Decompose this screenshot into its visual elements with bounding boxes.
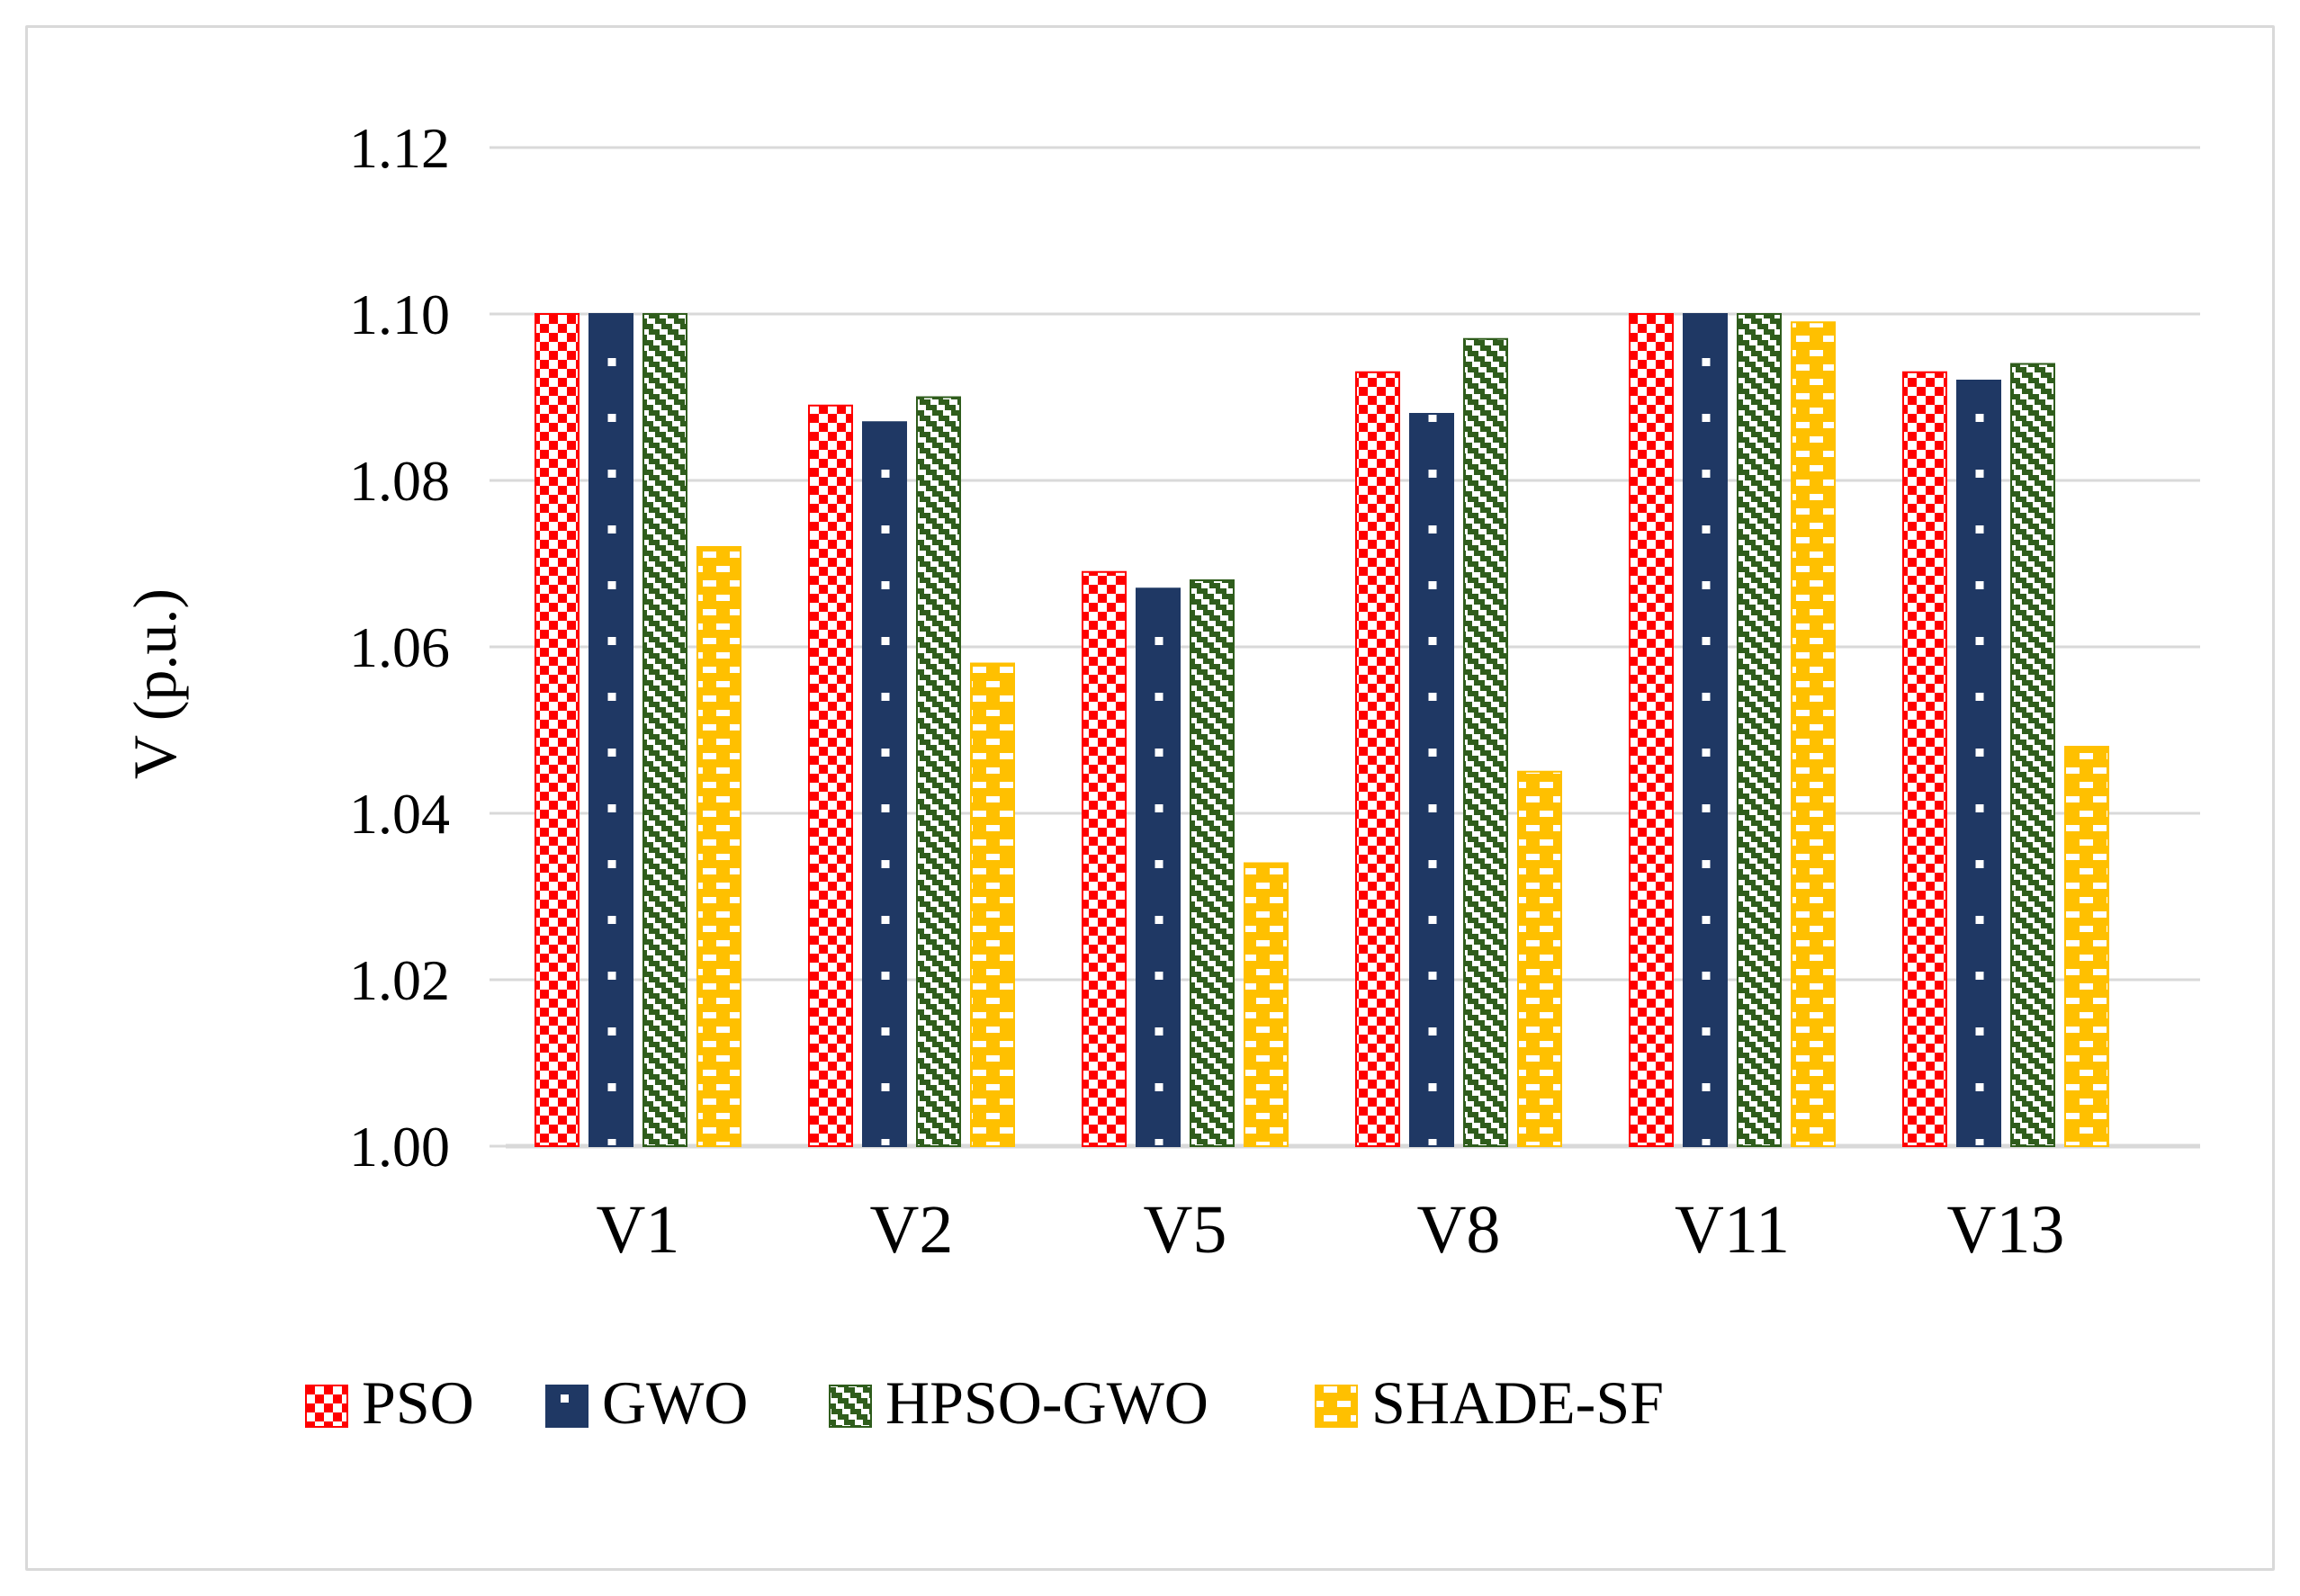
x-category-label: V13 — [1947, 1192, 2065, 1268]
legend-swatch-hpso-gwo — [829, 1385, 872, 1428]
legend-swatch-gwo — [545, 1385, 588, 1428]
x-category-label: V1 — [597, 1192, 680, 1268]
bar-hpso-gwo-v5 — [1190, 579, 1235, 1147]
bar-hpso-gwo-v8 — [1463, 337, 1508, 1147]
bar-hpso-gwo-v2 — [916, 396, 961, 1147]
legend-item-pso: PSO — [305, 1368, 474, 1437]
bar-pso-v11 — [1629, 313, 1674, 1147]
bar-gwo-v2 — [862, 421, 907, 1147]
bar-pso-v13 — [1902, 371, 1947, 1147]
legend-label: SHADE-SF — [1371, 1368, 1664, 1437]
y-tick-label: 1.00 — [349, 1115, 450, 1179]
bar-shade-sf-v1 — [696, 546, 741, 1147]
bar-gwo-v13 — [1956, 380, 2001, 1147]
legend-swatch-shade-sf — [1315, 1385, 1358, 1428]
bar-gwo-v1 — [588, 313, 633, 1147]
bar-shade-sf-v2 — [970, 662, 1015, 1147]
x-category-label: V11 — [1675, 1192, 1790, 1268]
y-axis-title: V (p.u.) — [121, 588, 189, 779]
y-tick-label: 1.12 — [349, 116, 450, 180]
bar-shade-sf-v11 — [1791, 321, 1836, 1147]
bar-pso-v8 — [1355, 371, 1400, 1147]
y-tick-label: 1.02 — [349, 948, 450, 1012]
legend-label: HPSO-GWO — [885, 1368, 1208, 1437]
bar-shade-sf-v13 — [2064, 746, 2109, 1147]
x-category-label: V5 — [1144, 1192, 1227, 1268]
bar-hpso-gwo-v13 — [2010, 363, 2055, 1147]
bar-gwo-v11 — [1683, 313, 1728, 1147]
bar-gwo-v8 — [1409, 413, 1454, 1147]
bar-shade-sf-v8 — [1517, 770, 1562, 1147]
legend-label: GWO — [602, 1368, 748, 1437]
legend-swatch-pso — [305, 1385, 348, 1428]
x-category-label: V2 — [870, 1192, 954, 1268]
y-tick-label: 1.04 — [349, 782, 450, 846]
y-tick-label: 1.06 — [349, 615, 450, 679]
legend-item-hpso-gwo: HPSO-GWO — [829, 1368, 1208, 1437]
legend-item-shade-sf: SHADE-SF — [1315, 1368, 1664, 1437]
legend-label: PSO — [362, 1368, 474, 1437]
bar-gwo-v5 — [1136, 587, 1181, 1147]
bar-pso-v5 — [1082, 570, 1127, 1147]
bar-pso-v2 — [808, 404, 853, 1147]
y-tick-label: 1.08 — [349, 449, 450, 513]
y-tick-label: 1.10 — [349, 282, 450, 346]
bar-pso-v1 — [535, 313, 579, 1147]
bar-hpso-gwo-v1 — [642, 313, 687, 1147]
bar-hpso-gwo-v11 — [1737, 313, 1782, 1147]
bar-shade-sf-v5 — [1244, 862, 1289, 1147]
x-category-label: V8 — [1417, 1192, 1501, 1268]
legend-item-gwo: GWO — [545, 1368, 748, 1437]
